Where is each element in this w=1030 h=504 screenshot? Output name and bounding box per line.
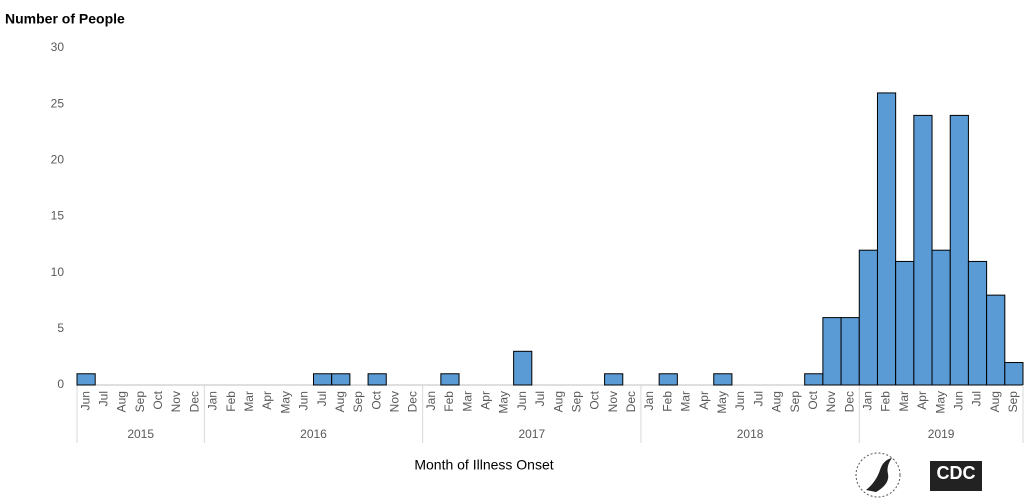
x-tick-label: Dec: [406, 391, 420, 412]
x-tick-label: Dec: [624, 391, 638, 412]
y-tick-label: 15: [51, 209, 65, 223]
y-axis-title: Number of People: [5, 11, 125, 27]
x-tick-label: Sep: [569, 391, 583, 413]
x-tick-label: Jul: [533, 391, 547, 406]
y-tick-label: 20: [51, 153, 65, 167]
x-tick-label: May: [933, 391, 947, 414]
x-tick-label: Apr: [260, 391, 274, 410]
x-tick-label: Feb: [660, 391, 674, 412]
bar: [313, 373, 333, 386]
bar: [840, 317, 860, 386]
x-tick-label: Jul: [751, 391, 765, 406]
bar: [949, 114, 969, 386]
x-tick-label: Mar: [242, 391, 256, 412]
x-tick-label: Dec: [187, 391, 201, 412]
x-tick-label: Jan: [206, 391, 220, 410]
x-tick-label: Apr: [478, 391, 492, 410]
bar: [858, 249, 878, 386]
y-tick-label: 0: [57, 377, 64, 391]
bar: [931, 249, 951, 386]
x-tick-label: Apr: [697, 391, 711, 410]
y-tick-label: 25: [51, 96, 65, 110]
hhs-logo: [855, 452, 901, 498]
x-tick-label: Mar: [679, 391, 693, 412]
x-tick-label: Dec: [842, 391, 856, 412]
logo-text: CDC: [937, 463, 976, 483]
x-tick-label: Aug: [770, 391, 784, 412]
x-tick-label: Sep: [788, 391, 802, 413]
x-tick-label: Jan: [861, 391, 875, 410]
bar: [713, 373, 733, 386]
x-tick-label: May: [715, 391, 729, 414]
x-tick-label: Nov: [606, 391, 620, 412]
x-tick-label: Jun: [733, 391, 747, 410]
x-tick-label: Sep: [351, 391, 365, 413]
x-tick-label: Jun: [951, 391, 965, 410]
group-label: 2016: [300, 427, 327, 441]
bar: [822, 317, 842, 386]
bar: [1004, 362, 1024, 386]
x-tick-label: Oct: [806, 390, 820, 409]
bar: [658, 373, 678, 386]
bar: [604, 373, 624, 386]
group-label: 2015: [127, 427, 154, 441]
bar: [967, 260, 988, 386]
y-tick-label: 30: [51, 40, 65, 54]
x-tick-label: Sep: [1006, 391, 1020, 413]
bar: [913, 114, 933, 386]
x-tick-label: Aug: [988, 391, 1002, 412]
x-tick-label: Aug: [551, 391, 565, 412]
bar: [331, 373, 351, 386]
x-tick-label: Jan: [642, 391, 656, 410]
group-label: 2018: [737, 427, 764, 441]
x-tick-label: Aug: [115, 391, 129, 412]
x-tick-label: Sep: [133, 391, 147, 413]
bar: [895, 260, 915, 386]
bar: [804, 373, 824, 386]
x-tick-label: Jun: [78, 391, 92, 410]
bar: [76, 373, 96, 386]
x-tick-label: May: [497, 391, 511, 414]
x-tick-label: Oct: [588, 390, 602, 409]
bar: [513, 350, 533, 386]
bar: [876, 92, 897, 386]
x-tick-label: Oct: [369, 390, 383, 409]
x-tick-label: Jul: [96, 391, 110, 406]
group-label: 2017: [518, 427, 545, 441]
x-tick-label: Jul: [315, 391, 329, 406]
bar: [367, 373, 387, 386]
x-tick-label: Aug: [333, 391, 347, 412]
x-tick-label: Jun: [515, 391, 529, 410]
x-tick-label: Feb: [879, 391, 893, 412]
x-tick-label: Jan: [424, 391, 438, 410]
y-tick-label: 10: [51, 265, 65, 279]
bar: [986, 294, 1006, 386]
x-tick-label: Feb: [442, 391, 456, 412]
x-axis-title: Month of Illness Onset: [414, 457, 553, 473]
x-tick-label: Nov: [169, 391, 183, 412]
x-tick-label: May: [278, 391, 292, 414]
x-tick-label: Oct: [151, 390, 165, 409]
x-tick-label: Apr: [915, 391, 929, 410]
cdc-logo: CDC: [930, 461, 982, 491]
x-tick-label: Mar: [460, 391, 474, 412]
bar: [440, 373, 460, 386]
x-tick-label: Nov: [388, 391, 402, 412]
x-tick-label: Jun: [297, 391, 311, 410]
x-tick-label: Jul: [970, 391, 984, 406]
x-tick-label: Feb: [224, 391, 238, 412]
y-tick-label: 5: [57, 321, 64, 335]
x-tick-label: Nov: [824, 391, 838, 412]
group-label: 2019: [928, 427, 955, 441]
x-tick-label: Mar: [897, 391, 911, 412]
